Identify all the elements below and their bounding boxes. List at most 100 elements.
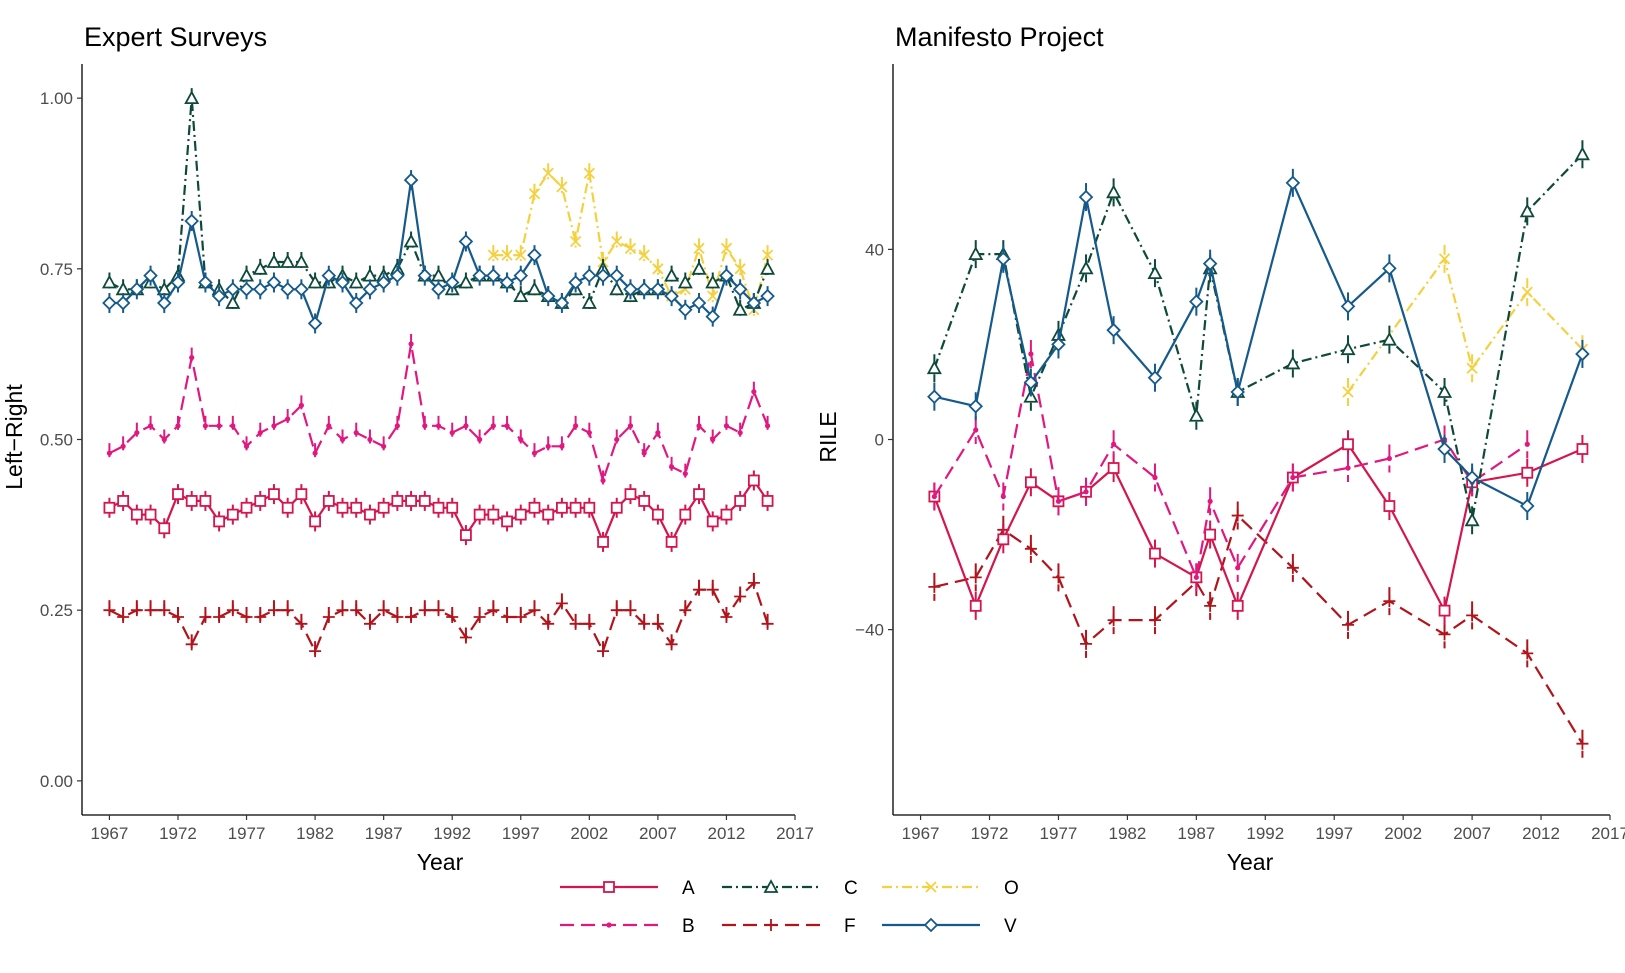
point-F [1466, 609, 1479, 622]
point-B [490, 423, 496, 429]
x-tick-label: 1992 [433, 824, 471, 843]
legend-label: A [682, 878, 695, 899]
point-F [624, 604, 637, 617]
point-A [597, 536, 609, 548]
point-F [638, 617, 651, 630]
point-B [134, 430, 140, 436]
point-B [285, 416, 291, 422]
point-V [513, 268, 529, 283]
y-tick-label: −40 [855, 621, 884, 640]
point-B [655, 430, 661, 436]
point-C [1437, 384, 1453, 398]
point-F [720, 611, 733, 624]
point-O [1342, 386, 1354, 398]
point-V [1285, 175, 1301, 191]
x-tick-label: 2002 [570, 824, 608, 843]
point-B [559, 443, 565, 449]
point-A [172, 488, 184, 501]
point-B [641, 450, 647, 456]
point-F [473, 611, 486, 624]
point-F [1080, 637, 1093, 650]
point-B [216, 423, 222, 429]
point-O [734, 263, 746, 275]
point-F [1231, 509, 1244, 522]
point-A [130, 508, 143, 521]
point-F [171, 611, 184, 624]
point-B [1055, 498, 1062, 504]
point-F [1342, 618, 1355, 631]
x-axis-title: Year [1227, 849, 1274, 875]
point-C [403, 233, 419, 248]
point-A [322, 495, 335, 507]
panel-expert-surveys: Expert Surveys Left−Right Year 0.000.250… [1, 22, 814, 875]
point-F [969, 571, 982, 584]
point-F [446, 611, 459, 624]
point-F [706, 583, 719, 596]
point-F [144, 604, 157, 617]
point-B [668, 464, 675, 470]
point-V [568, 275, 583, 290]
series-V [102, 170, 775, 334]
point-B [1290, 474, 1296, 481]
point-A [185, 495, 198, 507]
point-V [280, 282, 295, 297]
point-V [156, 295, 172, 311]
point-F [103, 604, 116, 617]
point-A [514, 508, 527, 521]
point-V [582, 268, 597, 283]
y-axis-title: Left−Right [1, 384, 27, 490]
point-B [175, 423, 181, 429]
panel-title: Expert Surveys [84, 22, 267, 52]
point-O [707, 290, 719, 302]
point-A [1342, 438, 1354, 451]
point-B [271, 423, 277, 429]
point-F [432, 604, 445, 617]
panel-manifesto-project: Manifesto Project RILE Year −40 0 40 1967 19… [815, 22, 1625, 875]
point-A [1383, 500, 1396, 512]
point-A [364, 508, 376, 521]
x-axis-title: Year [417, 849, 464, 875]
point-C [691, 260, 707, 275]
point-B [600, 477, 606, 484]
point-B [1345, 465, 1351, 471]
point-V [1189, 294, 1204, 309]
point-V [746, 295, 762, 311]
point-O [761, 249, 774, 261]
series-B [931, 339, 1530, 592]
point-A [199, 495, 212, 507]
series-C [926, 140, 1590, 535]
point-F [254, 611, 267, 624]
plot-area: −40 0 40 1967 1972 1977 1982 1987 1992 1997 2002 20… [855, 64, 1625, 843]
point-B [463, 423, 469, 429]
point-A [1438, 604, 1451, 617]
point-A [432, 501, 445, 514]
x-tick-label: 1967 [91, 824, 129, 843]
point-O [1438, 253, 1451, 265]
point-B [1028, 351, 1034, 357]
point-A [1204, 528, 1217, 541]
point-F [391, 611, 404, 624]
point-B [504, 423, 510, 429]
point-V [294, 282, 309, 297]
point-B [931, 493, 937, 500]
point-F [418, 604, 431, 617]
point-B [353, 430, 359, 436]
point-B [627, 423, 634, 429]
point-V [732, 282, 748, 297]
point-V [1230, 384, 1245, 400]
point-V [170, 275, 186, 290]
plot-area: 0.00 0.25 0.50 0.75 1.00 1967 1972 1977 1982 1987… [40, 64, 814, 843]
point-B [120, 443, 126, 449]
legend-label: F [844, 916, 856, 937]
point-F [542, 617, 555, 630]
point-A [583, 501, 596, 514]
point-A [281, 501, 294, 514]
point-C [1574, 146, 1590, 161]
point-F [487, 604, 500, 617]
legend-label: C [844, 878, 858, 899]
x-tick-label: 2017 [776, 824, 814, 843]
point-B [326, 423, 332, 429]
point-A [706, 515, 719, 528]
point-C [266, 254, 282, 268]
point-F [295, 617, 308, 630]
